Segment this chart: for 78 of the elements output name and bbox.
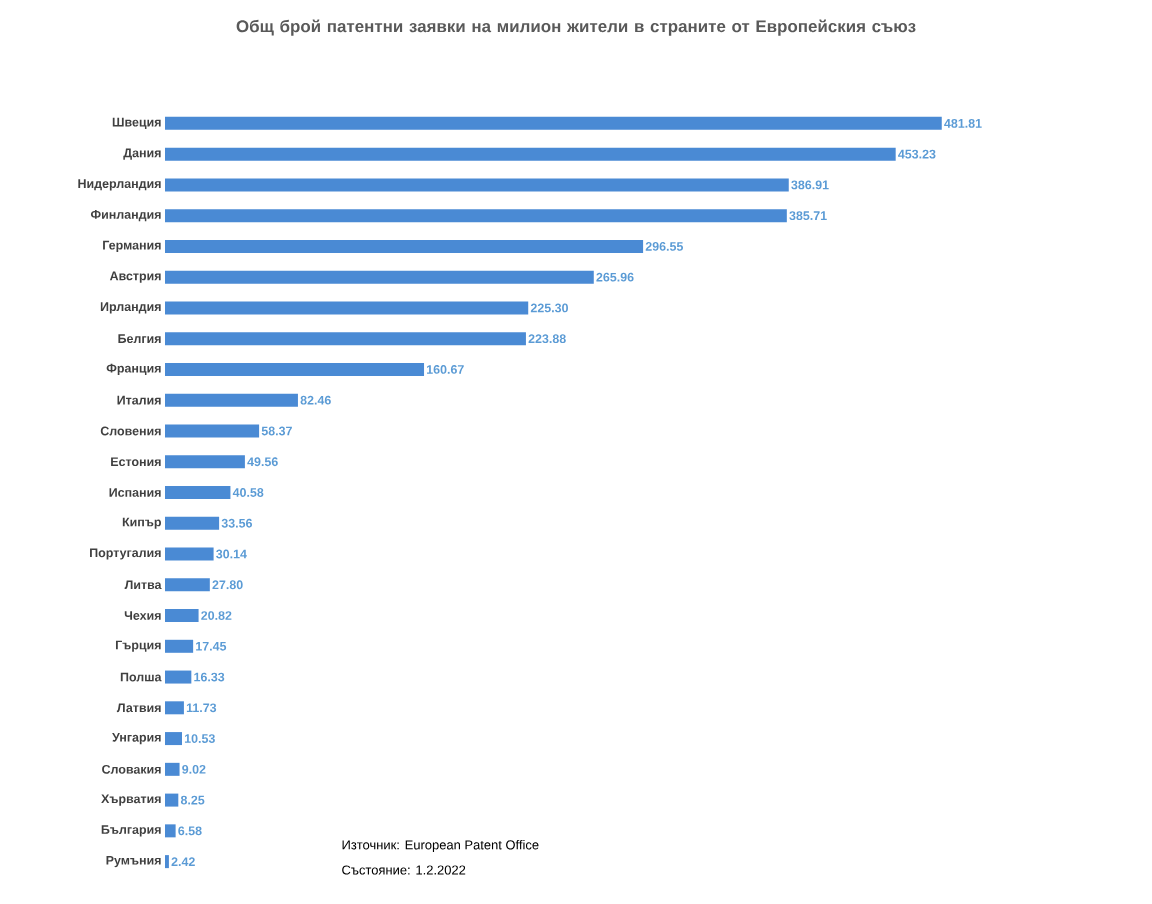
y-tick-label: Португалия — [90, 548, 161, 560]
bar — [165, 670, 192, 684]
data-label: 2.42 — [171, 857, 195, 866]
bar — [165, 209, 787, 223]
data-label: 225.30 — [530, 303, 568, 313]
data-label: 481.81 — [944, 118, 982, 128]
bar — [165, 301, 529, 315]
bar — [165, 855, 169, 869]
y-tick-label: Словения — [100, 426, 161, 436]
y-tick-label: Хърватия — [101, 794, 161, 806]
y-tick-label: Латвия — [116, 703, 161, 713]
data-label: 17.45 — [196, 641, 227, 651]
bar — [165, 547, 214, 561]
bar — [165, 609, 199, 623]
y-tick-label: Австрия — [109, 271, 161, 283]
bar — [165, 762, 180, 776]
y-tick-label: Естония — [111, 457, 161, 467]
data-label: 82.46 — [300, 395, 331, 405]
bar — [165, 178, 789, 192]
bar — [165, 116, 942, 130]
bar — [165, 239, 644, 253]
annotation: Състояние: 1.2.2022 — [342, 865, 466, 875]
y-tick-label: Финландия — [90, 210, 161, 222]
y-tick-label: Унгария — [112, 733, 161, 745]
data-label: 27.80 — [212, 580, 243, 590]
data-label: 20.82 — [201, 611, 232, 620]
data-label: 296.55 — [645, 242, 684, 251]
bar — [165, 701, 184, 715]
data-label: 16.33 — [194, 672, 225, 682]
bar — [165, 455, 245, 469]
y-tick-label: Италия — [117, 395, 161, 405]
y-tick-label: Словакия — [102, 764, 161, 774]
bar — [165, 485, 231, 499]
y-tick-label: Испания — [109, 488, 161, 497]
y-tick-label: Белгия — [118, 334, 161, 344]
chart-title: Общ брой патентни заявки на милион жители в страните от Европейския съюз — [236, 19, 916, 36]
y-tick-label: Чехия — [124, 611, 161, 620]
y-tick-label: Нидерландия — [78, 179, 161, 191]
data-label: 223.88 — [528, 334, 566, 344]
bar — [165, 793, 179, 807]
bar — [165, 516, 220, 530]
y-tick-label: Литва — [124, 580, 162, 590]
y-tick-label: Ирландия — [100, 302, 161, 314]
data-label: 453.23 — [898, 149, 936, 159]
y-tick-label: Швеция — [112, 117, 161, 129]
data-label: 386.91 — [791, 180, 829, 190]
data-label: 49.56 — [247, 457, 278, 467]
data-label: 11.73 — [186, 703, 217, 713]
bar — [165, 824, 176, 838]
bar — [165, 147, 896, 161]
data-label: 8.25 — [180, 795, 205, 805]
y-tick-label: Гърция — [115, 640, 161, 652]
bar — [165, 732, 182, 746]
data-label: 9.02 — [182, 764, 206, 774]
data-label: 6.58 — [178, 826, 202, 836]
bar — [165, 578, 210, 592]
data-label: 40.58 — [232, 488, 264, 497]
bar — [165, 332, 526, 346]
y-tick-label: Франция — [106, 363, 161, 376]
y-tick-label: Румъния — [106, 856, 161, 868]
bar — [165, 270, 594, 284]
bar — [165, 424, 260, 438]
data-label: 160.67 — [427, 365, 464, 374]
annotation: Източник: European Patent Office — [342, 839, 539, 853]
bar — [165, 362, 425, 376]
data-label: 385.71 — [789, 211, 827, 221]
bar — [165, 639, 194, 653]
y-tick-label: Полша — [120, 672, 162, 682]
data-label: 58.37 — [261, 426, 292, 436]
data-label: 33.56 — [221, 518, 253, 528]
bar — [165, 393, 298, 407]
y-tick-label: Кипър — [122, 517, 161, 529]
y-tick-label: Дания — [123, 148, 161, 160]
data-label: 10.53 — [184, 734, 215, 743]
y-tick-label: България — [101, 825, 161, 837]
data-label: 265.96 — [596, 272, 634, 282]
data-label: 30.14 — [216, 549, 247, 559]
y-tick-label: Германия — [103, 240, 161, 252]
